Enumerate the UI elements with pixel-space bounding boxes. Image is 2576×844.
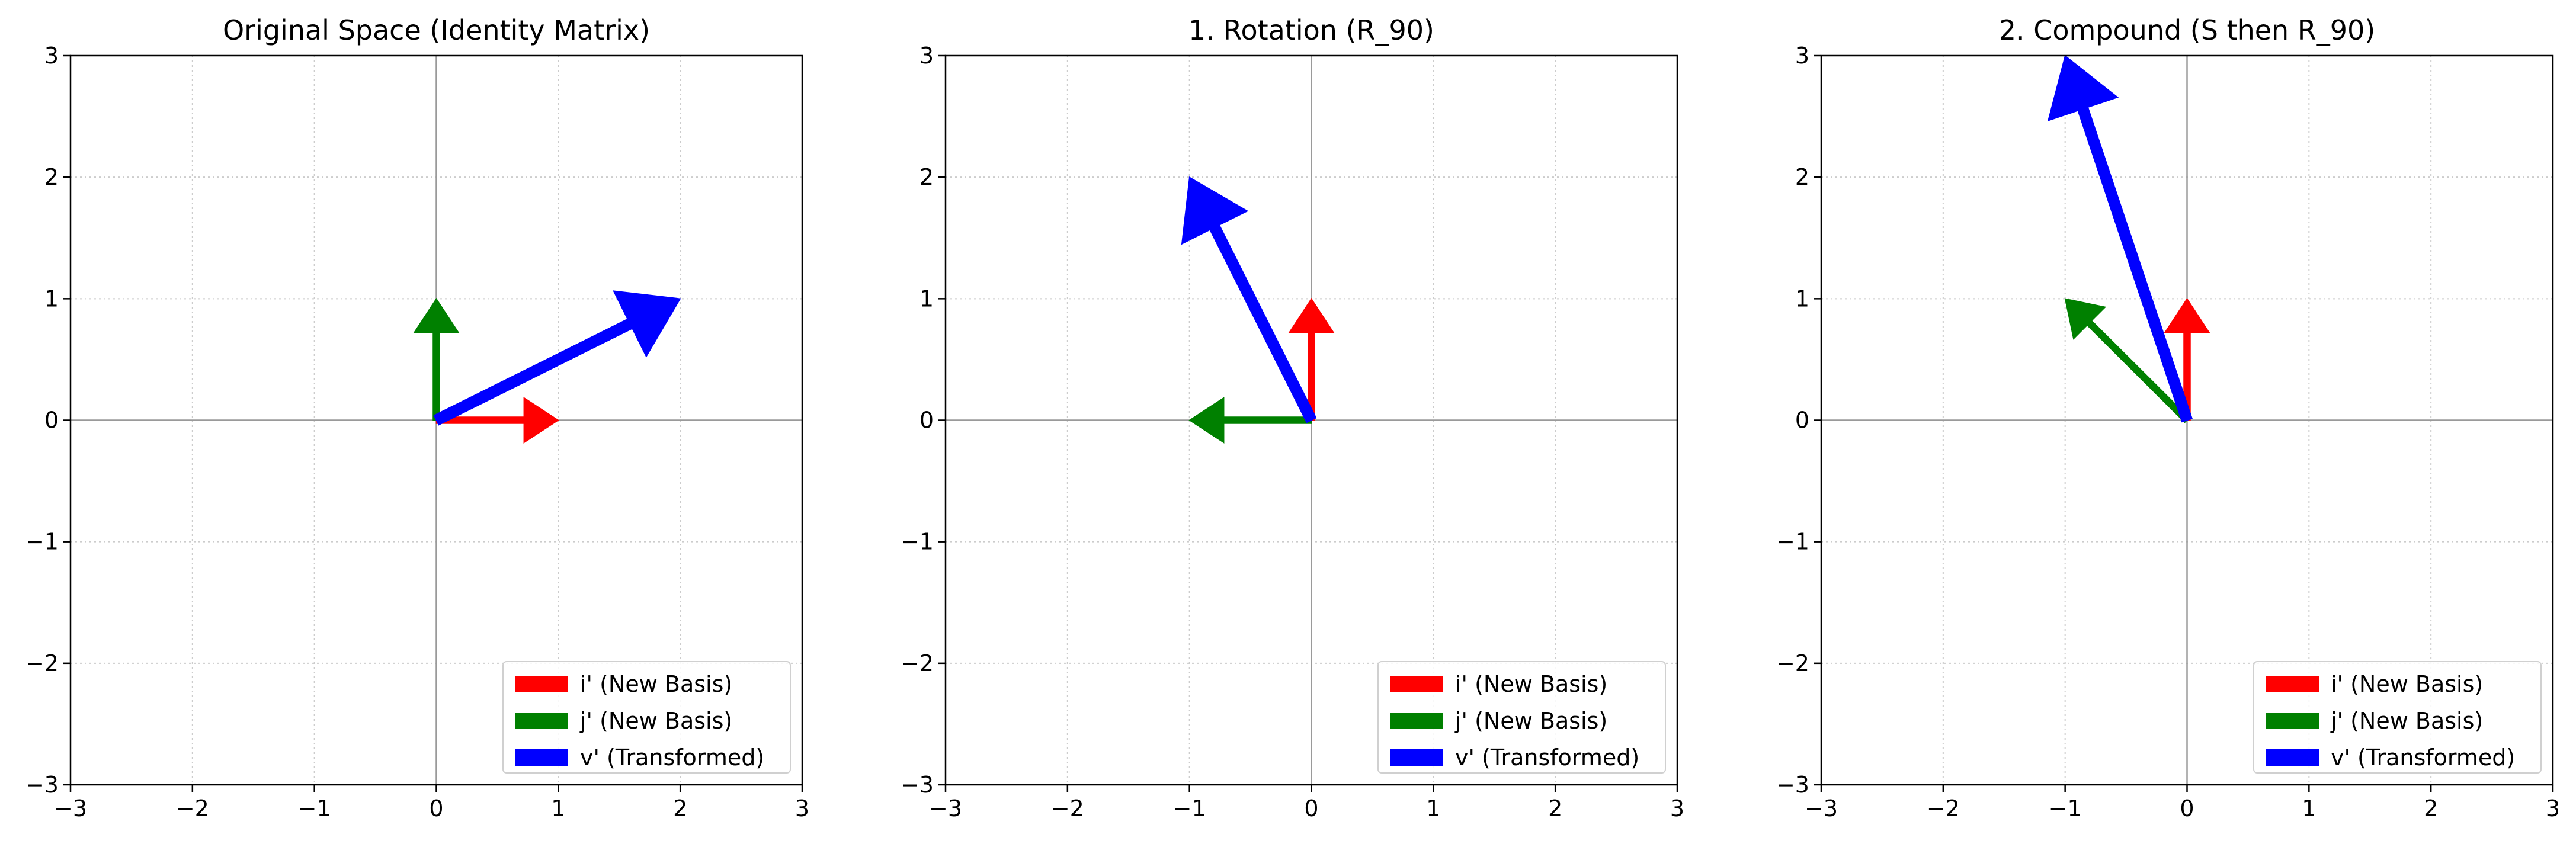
y-tick-label: 1 bbox=[919, 285, 934, 312]
vector-i-prime bbox=[1288, 297, 1335, 421]
legend-label: j' (New Basis) bbox=[2330, 708, 2483, 734]
vector-v-prime bbox=[1181, 176, 1317, 423]
y-tick-label: −2 bbox=[1776, 650, 1809, 676]
x-tick-label: 1 bbox=[2302, 795, 2316, 821]
x-tick-label: 3 bbox=[1670, 795, 1684, 821]
chart-title: Original Space (Identity Matrix) bbox=[223, 14, 650, 46]
legend-label: v' (Transformed) bbox=[1455, 744, 1639, 771]
y-tick-label: −2 bbox=[25, 650, 59, 676]
legend: i' (New Basis) j' (New Basis) v' (Transfor… bbox=[1377, 661, 1666, 774]
legend-label: v' (Transformed) bbox=[580, 744, 764, 771]
panel-compound: −3 −2 −1 0 1 2 3 −3 −2 −1 0 1 2 3 2. Compound (S then … bbox=[1776, 14, 2560, 821]
x-tick-label: 0 bbox=[429, 795, 443, 821]
y-tick-label: −1 bbox=[25, 529, 59, 555]
x-tick-label: 2 bbox=[1548, 795, 1562, 821]
x-tick-label: 3 bbox=[2546, 795, 2560, 821]
legend-box bbox=[1377, 661, 1666, 774]
legend-box bbox=[502, 661, 791, 774]
vector-j-prime bbox=[1188, 397, 1312, 444]
x-tick-label: −3 bbox=[1805, 795, 1838, 821]
chart-title: 2. Compound (S then R_90) bbox=[1999, 14, 2376, 46]
vector-v-prime bbox=[433, 290, 681, 426]
y-tick-label: 3 bbox=[44, 43, 59, 69]
panel-original-space: −3 −2 −1 0 1 2 3 −3 −2 −1 0 1 2 3 Original Space (Iden… bbox=[25, 14, 809, 821]
y-tick-label: 1 bbox=[44, 285, 59, 312]
y-tick-label: 0 bbox=[44, 407, 59, 434]
legend-swatch bbox=[2266, 713, 2319, 729]
vector-i-prime bbox=[435, 397, 559, 444]
x-tick-label: −2 bbox=[1927, 795, 1960, 821]
y-tick-label: −1 bbox=[1776, 529, 1809, 555]
y-tick-label: 0 bbox=[919, 407, 934, 434]
vector-v-prime bbox=[2047, 54, 2193, 423]
panel-rotation: −3 −2 −1 0 1 2 3 −3 −2 −1 0 1 2 3 1. Rotation (R_90) i'… bbox=[901, 14, 1684, 821]
x-tick-label: −1 bbox=[298, 795, 331, 821]
y-tick-label: 1 bbox=[1795, 285, 1809, 312]
y-tick-label: 3 bbox=[1795, 43, 1809, 69]
y-tick-label: −3 bbox=[901, 772, 934, 798]
legend-swatch bbox=[1390, 713, 1443, 729]
legend-label: i' (New Basis) bbox=[2331, 671, 2483, 697]
x-tick-label: 0 bbox=[1304, 795, 1318, 821]
y-tick-label: −1 bbox=[901, 529, 934, 555]
x-tick-label: −3 bbox=[929, 795, 962, 821]
x-tick-label: −3 bbox=[54, 795, 87, 821]
y-tick-label: −3 bbox=[25, 772, 59, 798]
legend-swatch bbox=[515, 749, 568, 766]
y-tick-label: 2 bbox=[44, 164, 59, 190]
y-tick-label: 3 bbox=[919, 43, 934, 69]
legend-label: j' (New Basis) bbox=[1454, 708, 1607, 734]
x-tick-label: 1 bbox=[1426, 795, 1440, 821]
x-tick-label: −1 bbox=[2049, 795, 2082, 821]
legend: i' (New Basis) j' (New Basis) v' (Transfor… bbox=[502, 661, 791, 774]
y-tick-label: 2 bbox=[1795, 164, 1809, 190]
y-tick-label: −3 bbox=[1776, 772, 1809, 798]
legend-label: j' (New Basis) bbox=[579, 708, 732, 734]
legend-box bbox=[2253, 661, 2542, 774]
y-tick-label: 2 bbox=[919, 164, 934, 190]
vector-j-prime bbox=[2064, 298, 2190, 423]
legend-swatch bbox=[515, 676, 568, 692]
x-tick-label: 0 bbox=[2180, 795, 2194, 821]
legend-swatch bbox=[515, 713, 568, 729]
legend: i' (New Basis) j' (New Basis) v' (Transfor… bbox=[2253, 661, 2542, 774]
chart-title: 1. Rotation (R_90) bbox=[1188, 14, 1434, 46]
x-tick-label: 3 bbox=[795, 795, 809, 821]
y-tick-label: −2 bbox=[901, 650, 934, 676]
legend-swatch bbox=[2266, 749, 2319, 766]
x-tick-label: −2 bbox=[176, 795, 209, 821]
legend-swatch bbox=[1390, 749, 1443, 766]
x-tick-label: 2 bbox=[673, 795, 687, 821]
legend-label: i' (New Basis) bbox=[1455, 671, 1607, 697]
vector-j-prime bbox=[413, 297, 460, 421]
legend-swatch bbox=[1390, 676, 1443, 692]
x-tick-label: 2 bbox=[2424, 795, 2438, 821]
legend-label: v' (Transformed) bbox=[2331, 744, 2515, 771]
y-tick-label: 0 bbox=[1795, 407, 1809, 434]
legend-swatch bbox=[2266, 676, 2319, 692]
legend-label: i' (New Basis) bbox=[580, 671, 732, 697]
x-tick-label: −2 bbox=[1051, 795, 1084, 821]
x-tick-label: 1 bbox=[551, 795, 565, 821]
x-tick-label: −1 bbox=[1173, 795, 1206, 821]
